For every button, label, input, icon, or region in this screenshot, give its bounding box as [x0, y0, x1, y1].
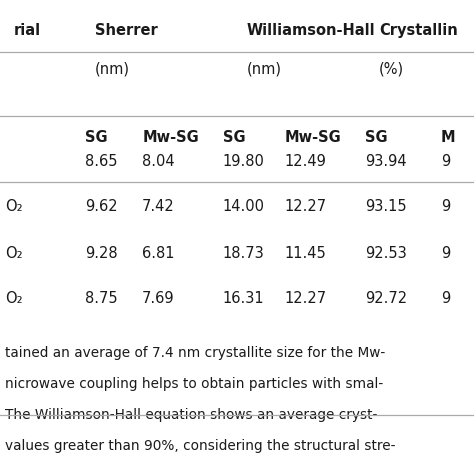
- Text: (nm): (nm): [95, 61, 130, 76]
- Text: 9: 9: [441, 199, 450, 214]
- Text: 7.69: 7.69: [142, 291, 175, 306]
- Text: 9: 9: [441, 154, 450, 169]
- Text: 11.45: 11.45: [284, 246, 326, 261]
- Text: 12.27: 12.27: [284, 291, 327, 306]
- Text: 93.94: 93.94: [365, 154, 407, 169]
- Text: 8.65: 8.65: [85, 154, 118, 169]
- Text: 9.62: 9.62: [85, 199, 118, 214]
- Text: 8.04: 8.04: [142, 154, 175, 169]
- Text: 12.49: 12.49: [284, 154, 326, 169]
- Text: SG: SG: [223, 130, 246, 145]
- Text: 12.27: 12.27: [284, 199, 327, 214]
- Text: (%): (%): [379, 61, 404, 76]
- Text: SG: SG: [365, 130, 388, 145]
- Text: Mw-SG: Mw-SG: [284, 130, 341, 145]
- Text: O₂: O₂: [5, 291, 22, 306]
- Text: O₂: O₂: [5, 246, 22, 261]
- Text: Sherrer: Sherrer: [95, 23, 157, 38]
- Text: 6.81: 6.81: [142, 246, 175, 261]
- Text: O₂: O₂: [5, 199, 22, 214]
- Text: values greater than 90%, considering the structural stre-: values greater than 90%, considering the…: [5, 438, 395, 453]
- Text: SG: SG: [85, 130, 108, 145]
- Text: (nm): (nm): [246, 61, 282, 76]
- Text: tained an average of 7.4 nm crystallite size for the Mw-: tained an average of 7.4 nm crystallite …: [5, 346, 385, 360]
- Text: 7.42: 7.42: [142, 199, 175, 214]
- Text: rial: rial: [14, 23, 41, 38]
- Text: 92.53: 92.53: [365, 246, 407, 261]
- Text: 92.72: 92.72: [365, 291, 407, 306]
- Text: Crystallin: Crystallin: [379, 23, 458, 38]
- Text: 9: 9: [441, 291, 450, 306]
- Text: 18.73: 18.73: [223, 246, 264, 261]
- Text: 9.28: 9.28: [85, 246, 118, 261]
- Text: Mw-SG: Mw-SG: [142, 130, 199, 145]
- Text: 93.15: 93.15: [365, 199, 407, 214]
- Text: The Williamson-Hall equation shows an average cryst-: The Williamson-Hall equation shows an av…: [5, 408, 377, 422]
- Text: 14.00: 14.00: [223, 199, 265, 214]
- Text: 9: 9: [441, 246, 450, 261]
- Text: 8.75: 8.75: [85, 291, 118, 306]
- Text: 16.31: 16.31: [223, 291, 264, 306]
- Text: Williamson-Hall: Williamson-Hall: [246, 23, 375, 38]
- Text: nicrowave coupling helps to obtain particles with smal-: nicrowave coupling helps to obtain parti…: [5, 377, 383, 391]
- Text: M: M: [441, 130, 456, 145]
- Text: 19.80: 19.80: [223, 154, 264, 169]
